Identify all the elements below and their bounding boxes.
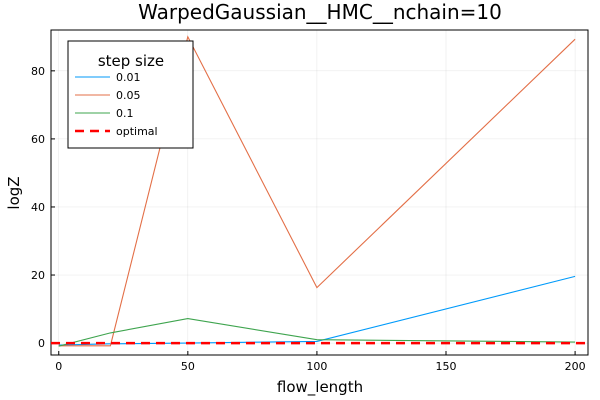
y-tick-label: 60 xyxy=(31,133,45,146)
x-tick-label: 200 xyxy=(565,360,586,373)
y-tick-label: 0 xyxy=(38,337,45,350)
series-line-0.05 xyxy=(58,35,576,347)
y-tick-label: 40 xyxy=(31,201,45,214)
legend-entry-label: 0.1 xyxy=(116,107,134,120)
x-tick-label: 150 xyxy=(436,360,457,373)
series-line-0.1 xyxy=(58,318,576,347)
legend-entry-label: optimal xyxy=(116,125,158,138)
series-lines xyxy=(51,35,588,347)
y-tick-label: 20 xyxy=(31,269,45,282)
y-axis-label: logZ xyxy=(5,176,23,209)
y-tick-label: 80 xyxy=(31,65,45,78)
x-axis-label: flow_length xyxy=(277,378,363,397)
x-tick-label: 0 xyxy=(55,360,62,373)
legend: step size 0.01 0.05 0.1 optimal xyxy=(67,40,194,149)
x-tick-label: 100 xyxy=(306,360,327,373)
legend-entry-label: 0.01 xyxy=(116,71,141,84)
plot-frame xyxy=(50,29,589,356)
x-tick-label: 50 xyxy=(181,360,195,373)
legend-entry-label: 0.05 xyxy=(116,89,141,102)
x-axis-ticks: 0 50 100 150 200 xyxy=(55,351,586,373)
legend-items: 0.01 0.05 0.1 optimal xyxy=(75,71,158,138)
chart-title: WarpedGaussian__HMC__nchain=10 xyxy=(138,0,502,24)
y-axis-ticks: 0 20 40 60 80 xyxy=(31,65,55,350)
legend-title: step size xyxy=(98,52,164,70)
